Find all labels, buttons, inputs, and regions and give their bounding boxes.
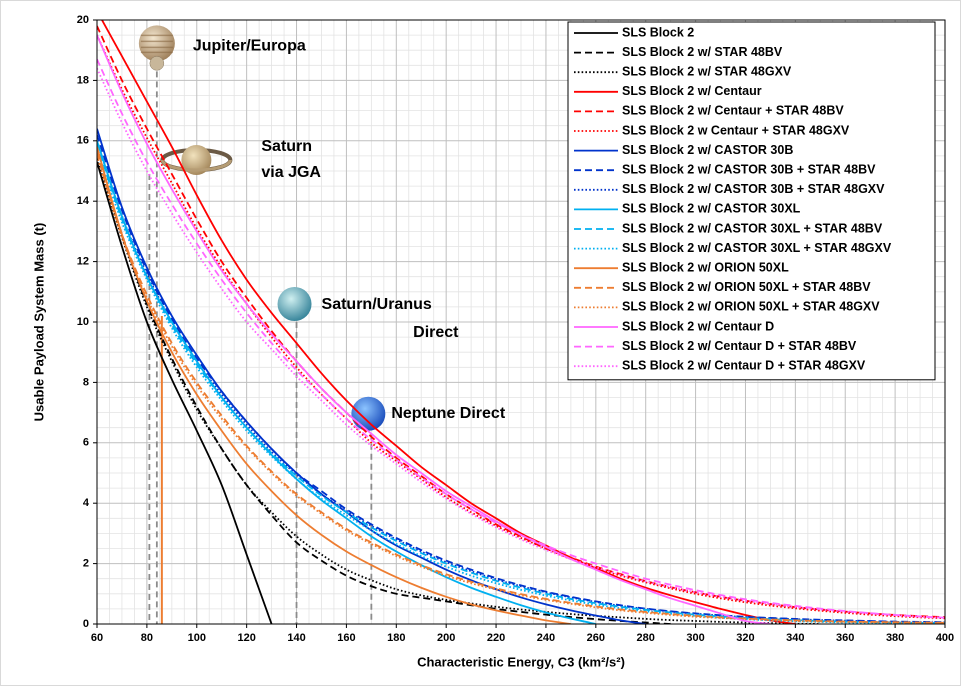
y-tick-label: 2 (83, 558, 89, 570)
x-tick-label: 160 (337, 632, 355, 644)
x-tick-label: 280 (637, 632, 655, 644)
annotation-label: Direct (413, 324, 459, 341)
x-tick-label: 400 (936, 632, 954, 644)
x-tick-label: 380 (886, 632, 904, 644)
annotation-label: Saturn/Uranus (322, 296, 432, 313)
x-tick-label: 260 (587, 632, 605, 644)
planet-icon (278, 287, 312, 321)
x-tick-label: 300 (686, 632, 704, 644)
chart: Jupiter/Europa Saturn via JGA Saturn/Uranus… (0, 0, 961, 686)
annotation-label: via JGA (261, 164, 321, 181)
legend-label: SLS Block 2 w/ Centaur D + STAR 48GXV (622, 358, 866, 372)
legend-label: SLS Block 2 w/ ORION 50XL + STAR 48BV (622, 280, 871, 294)
planet-icon (139, 25, 175, 61)
x-axis-label: Characteristic Energy, C3 (km²/s²) (417, 654, 625, 669)
x-tick-label: 200 (437, 632, 455, 644)
legend-label: SLS Block 2 w/ STAR 48GXV (622, 64, 792, 78)
legend-label: SLS Block 2 w/ CASTOR 30XL + STAR 48GXV (622, 241, 892, 255)
legend-label: SLS Block 2 w/ STAR 48BV (622, 45, 783, 59)
legend-label: SLS Block 2 w/ CASTOR 30B + STAR 48BV (622, 162, 876, 176)
x-tick-label: 220 (487, 632, 505, 644)
legend-label: SLS Block 2 w/ Centaur (622, 84, 762, 98)
x-tick-label: 180 (387, 632, 405, 644)
legend-label: SLS Block 2 w/ ORION 50XL (622, 260, 789, 274)
legend-label: SLS Block 2 w/ Centaur D + STAR 48BV (622, 339, 857, 353)
y-tick-label: 16 (77, 135, 89, 147)
legend-label: SLS Block 2 w Centaur + STAR 48GXV (622, 123, 850, 137)
y-tick-label: 18 (77, 74, 89, 86)
legend-label: SLS Block 2 w/ CASTOR 30B + STAR 48GXV (622, 182, 885, 196)
x-tick-label: 240 (537, 632, 555, 644)
moon-icon (150, 56, 164, 70)
legend-label: SLS Block 2 w/ ORION 50XL + STAR 48GXV (622, 300, 880, 314)
y-tick-label: 12 (77, 256, 89, 268)
legend-label: SLS Block 2 w/ Centaur D (622, 319, 774, 333)
legend-label: SLS Block 2 (622, 25, 694, 39)
legend: SLS Block 2 SLS Block 2 w/ STAR 48BV SLS B… (568, 22, 935, 380)
x-tick-label: 120 (237, 632, 255, 644)
x-tick-label: 60 (91, 632, 103, 644)
y-tick-label: 8 (83, 376, 89, 388)
legend-label: SLS Block 2 w/ CASTOR 30XL + STAR 48BV (622, 221, 883, 235)
x-tick-label: 100 (188, 632, 206, 644)
y-tick-label: 6 (83, 437, 89, 449)
y-tick-label: 14 (77, 195, 90, 207)
x-tick-label: 340 (786, 632, 804, 644)
y-tick-label: 4 (83, 497, 90, 509)
legend-label: SLS Block 2 w/ Centaur + STAR 48BV (622, 104, 844, 118)
annotation-label: Saturn (261, 138, 312, 155)
x-tick-label: 80 (141, 632, 153, 644)
annotation-label: Jupiter/Europa (193, 38, 306, 55)
planet-icon (351, 397, 385, 431)
x-tick-label: 320 (736, 632, 754, 644)
legend-label: SLS Block 2 w/ CASTOR 30XL (622, 202, 801, 216)
x-tick-label: 140 (287, 632, 305, 644)
annotation-label: Neptune Direct (391, 405, 505, 422)
y-tick-label: 20 (77, 14, 89, 26)
y-tick-label: 10 (77, 316, 89, 328)
y-tick-label: 0 (83, 618, 89, 630)
legend-label: SLS Block 2 w/ CASTOR 30B (622, 143, 793, 157)
y-axis-label: Usable Payload System Mass (t) (31, 223, 46, 422)
x-tick-label: 360 (836, 632, 854, 644)
